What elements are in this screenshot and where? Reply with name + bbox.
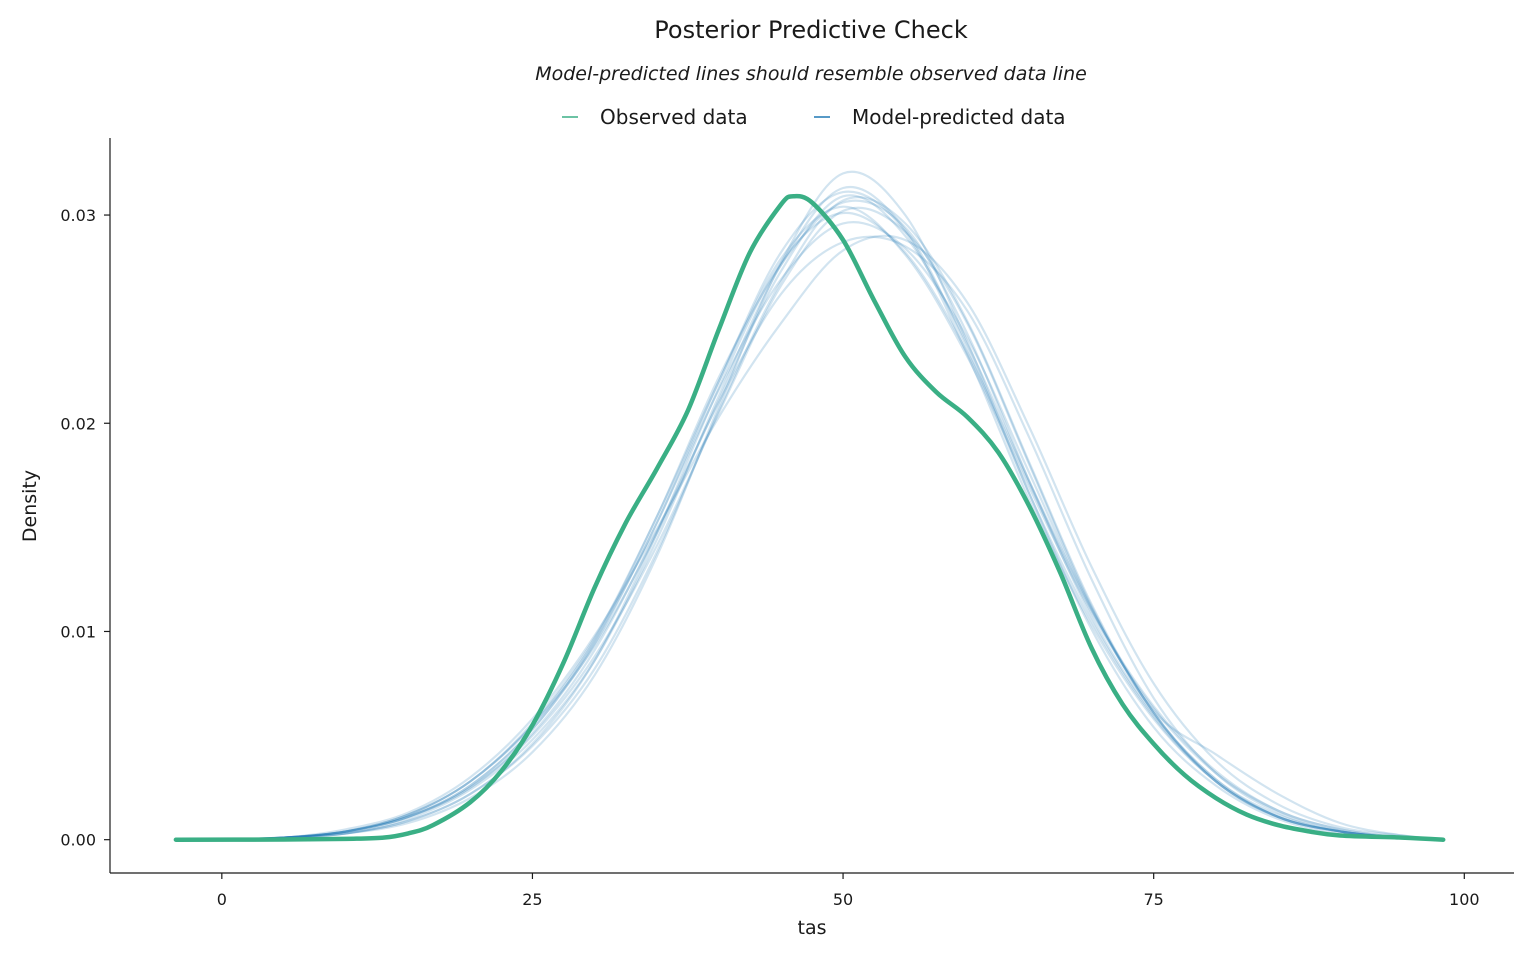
y-tick-label: 0.01 [60,622,96,641]
predicted-series-group [221,170,1444,841]
x-axis-ticks: 0 25 50 75 100 [217,873,1480,909]
predicted-series-line [221,221,1444,841]
predicted-series-line [221,234,1444,841]
legend-label-observed: Observed data [600,105,748,129]
x-tick-label: 0 [217,890,227,909]
legend-label-predicted: Model-predicted data [852,105,1066,129]
x-tick-label: 50 [833,890,853,909]
predicted-series-line [221,199,1444,841]
y-axis-ticks: 0.00 0.01 0.02 0.03 [60,206,110,850]
chart-title: Posterior Predictive Check [654,16,968,44]
y-tick-label: 0.02 [60,414,96,433]
x-tick-label: 25 [522,890,542,909]
observed-series-line [173,193,1446,842]
predicted-series-line [221,206,1444,841]
predicted-series-line [221,185,1444,841]
predicted-series-line [221,196,1444,841]
predicted-series-line [221,170,1444,841]
x-axis-label: tas [798,917,827,939]
predicted-series-line [221,194,1444,841]
y-tick-label: 0.03 [60,206,96,225]
predicted-series-line [221,235,1444,841]
predicted-series-line [221,190,1444,841]
legend: Observed data Model-predicted data [562,105,1066,129]
chart-subtitle: Model-predicted lines should resemble ob… [535,63,1087,85]
y-axis-label: Density [19,470,41,542]
predicted-series-line [221,211,1444,841]
predicted-series-line [221,205,1444,841]
x-tick-label: 100 [1449,890,1480,909]
observed-series-group [173,193,1446,842]
x-tick-label: 75 [1144,890,1164,909]
y-tick-label: 0.00 [60,831,96,850]
